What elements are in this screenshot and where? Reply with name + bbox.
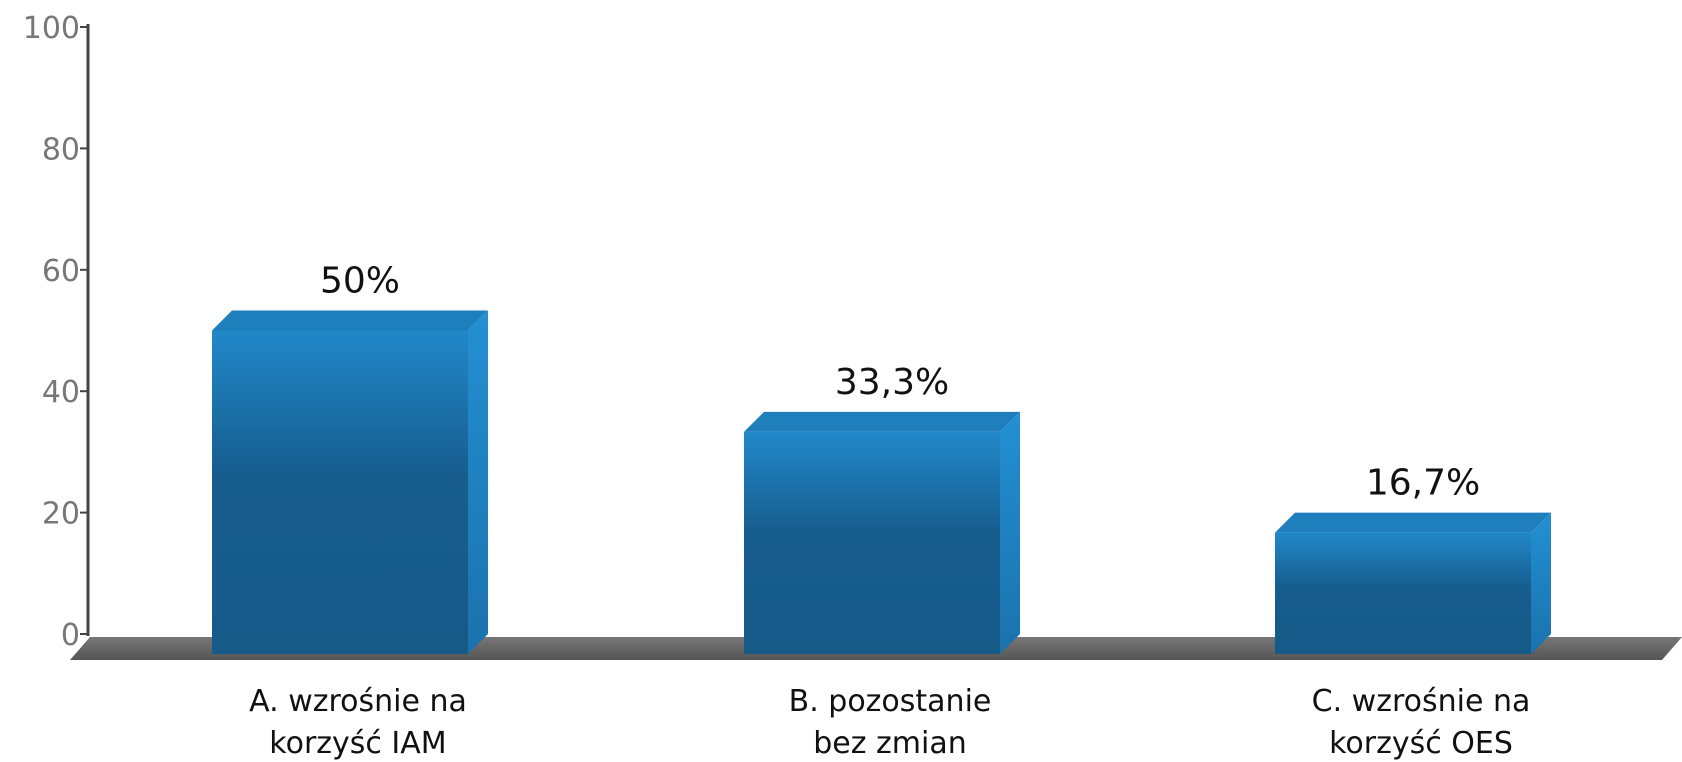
x-tick-label: A. wzrośnie na: [249, 684, 467, 719]
data-label: 16,7%: [1366, 463, 1480, 504]
data-label: 50%: [320, 261, 400, 302]
x-tick-label: korzyść IAM: [269, 726, 446, 761]
y-tick-label: 60: [42, 254, 80, 289]
x-tick-label: B. pozostanie: [789, 684, 992, 719]
bar-top: [1275, 512, 1551, 533]
y-tick-label: 0: [61, 618, 80, 653]
y-tick-label: 80: [42, 132, 80, 167]
bar-1: [212, 310, 488, 654]
y-tick-label: 100: [23, 11, 80, 46]
bar-side: [468, 310, 488, 654]
bar-3: [1275, 512, 1551, 654]
y-tick-label: 20: [42, 497, 80, 532]
x-tick-label: korzyść OES: [1329, 726, 1513, 761]
bar-side: [1000, 411, 1020, 654]
bar-side: [1531, 512, 1551, 654]
y-tick-label: 40: [42, 375, 80, 410]
bar-2: [744, 411, 1020, 654]
bar-top: [212, 310, 488, 331]
bar-front: [1275, 532, 1531, 654]
bar-front: [212, 330, 468, 654]
x-tick-label: C. wzrośnie na: [1312, 684, 1531, 719]
bar-front: [744, 431, 1000, 654]
bar-top: [744, 411, 1020, 432]
data-label: 33,3%: [835, 362, 949, 403]
x-tick-label: bez zmian: [813, 726, 967, 761]
